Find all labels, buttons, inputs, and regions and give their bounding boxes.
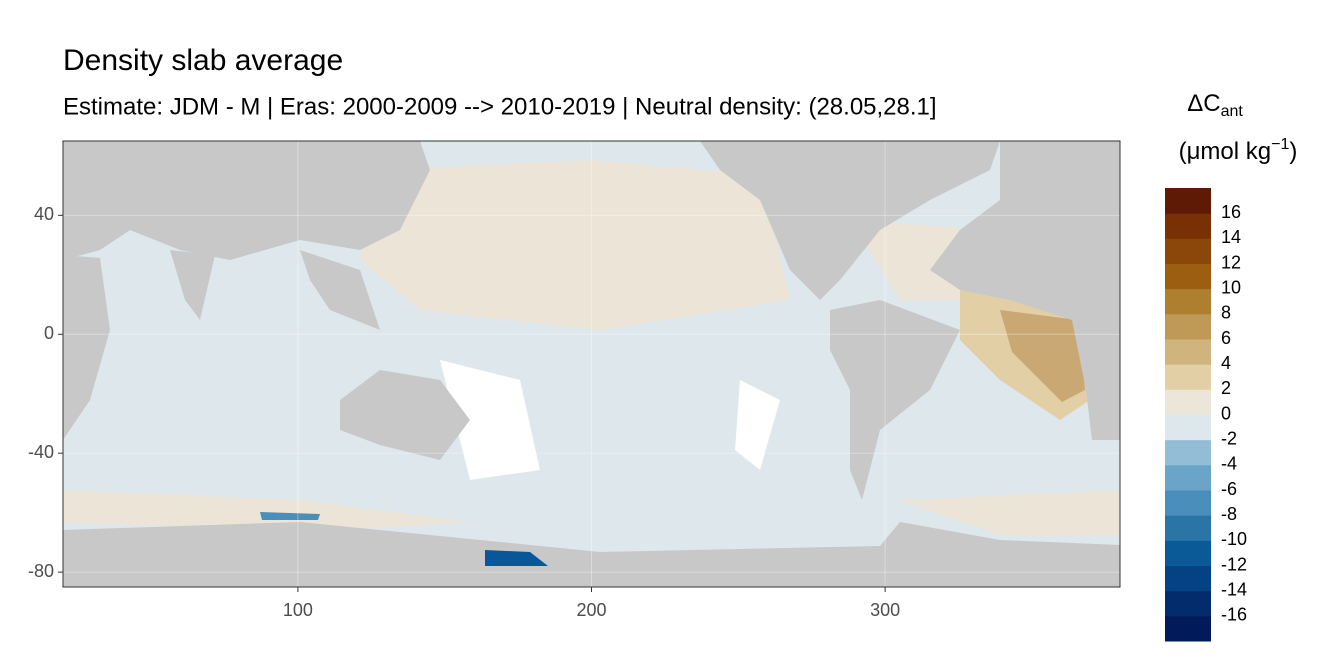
legend-tick-label: -2: [1221, 428, 1237, 448]
land: [300, 250, 380, 330]
legend-swatch: [1165, 213, 1211, 239]
land: [63, 255, 110, 440]
legend-swatch: [1165, 540, 1211, 566]
legend-tick-label: 8: [1221, 303, 1231, 323]
land: [63, 141, 430, 260]
legend-unit-text: (μmol kg: [1179, 138, 1272, 165]
region: [1000, 310, 1085, 402]
legend-tick-label: -8: [1221, 504, 1237, 524]
land: [340, 370, 470, 460]
legend-tick-label: -12: [1221, 554, 1247, 574]
legend-title: ΔCant: [1187, 90, 1243, 120]
legend-swatch: [1165, 490, 1211, 516]
legend-swatch: [1165, 515, 1211, 541]
legend-swatch: [1165, 288, 1211, 315]
land: [700, 141, 1000, 300]
legend-tick-label: -14: [1221, 579, 1247, 599]
grid: [63, 141, 1120, 587]
chart-subtitle: Estimate: JDM - M | Eras: 2000-2009 --> …: [63, 93, 937, 120]
region: [485, 550, 548, 566]
land: [170, 250, 215, 320]
legend-tick-label: -4: [1221, 454, 1237, 474]
legend-tick-label: -10: [1221, 529, 1247, 549]
region: [360, 160, 790, 330]
land: [830, 300, 960, 500]
legend-swatch: [1165, 464, 1211, 491]
region: [260, 512, 320, 520]
legend-swatch: [1165, 339, 1211, 365]
legend-swatch: [1165, 565, 1211, 592]
legend-unit: (μmol kg−1): [1179, 136, 1298, 165]
chart-title: Density slab average: [63, 44, 343, 77]
legend-tick-label: 10: [1221, 277, 1241, 297]
legend-swatch: [1165, 364, 1211, 390]
legend-tick-label: -6: [1221, 479, 1237, 499]
no-data: [735, 380, 780, 470]
x-tick-label: 100: [283, 600, 313, 620]
legend-swatch: [1165, 313, 1211, 340]
legend-tick-label: 6: [1221, 328, 1231, 348]
y-tick-label: 0: [44, 323, 54, 343]
legend-tick-label: -16: [1221, 605, 1247, 625]
y-tick-label: -40: [28, 442, 54, 462]
legend-swatch: [1165, 439, 1211, 466]
legend-swatch: [1165, 414, 1211, 441]
no-data: [440, 360, 540, 480]
legend-tick-label: 12: [1221, 252, 1241, 272]
x-tick-label: 200: [576, 600, 606, 620]
region: [63, 490, 470, 532]
legend-swatch: [1165, 238, 1211, 264]
legend-title-text: ΔC: [1187, 90, 1220, 117]
map: [63, 141, 1120, 587]
legend-swatch: [1165, 389, 1211, 415]
legend-swatch: [1165, 590, 1211, 617]
x-tick-label: 300: [870, 600, 900, 620]
land: [63, 522, 1120, 587]
legend-unit-end: ): [1289, 138, 1297, 165]
region: [900, 490, 1120, 535]
y-tick-label: -80: [28, 561, 54, 581]
legend-tick-label: 4: [1221, 353, 1231, 373]
legend-tick-label: 2: [1221, 378, 1231, 398]
legend-unit-superscript: −1: [1271, 136, 1289, 153]
legend-swatch: [1165, 188, 1211, 214]
legend-tick-label: 0: [1221, 403, 1231, 423]
legend-tick-label: 16: [1221, 202, 1241, 222]
legend-tick-label: 14: [1221, 227, 1241, 247]
legend-title-subscript: ant: [1221, 103, 1244, 120]
legend-swatch: [1165, 263, 1211, 290]
legend-swatch: [1165, 615, 1211, 642]
y-tick-label: 40: [34, 204, 54, 224]
land: [930, 141, 1120, 440]
